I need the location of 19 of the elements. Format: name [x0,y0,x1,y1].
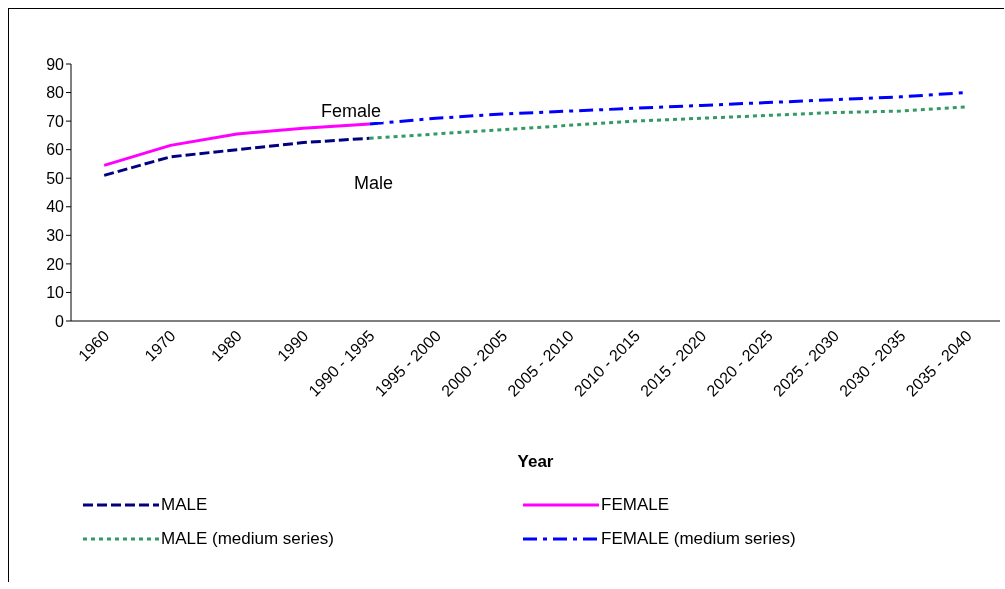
legend-label: MALE [161,495,208,515]
legend-label: FEMALE (medium series) [601,529,796,549]
y-tick-label: 20 [46,255,65,273]
y-tick-label: 80 [46,84,65,102]
y-tick-label: 30 [46,227,65,245]
annotation: Female [319,101,384,122]
line-series [102,136,372,177]
y-tick-label: 70 [46,112,65,130]
y-tick-label: 60 [46,141,65,159]
y-tick-label: 0 [55,312,65,330]
y-tick-label: 10 [46,284,65,302]
legend-label: MALE (medium series) [161,529,334,549]
legend-label: FEMALE [601,495,670,515]
y-tick-label: 90 [46,55,65,73]
annotation: Male [353,173,394,194]
line-series [102,122,372,167]
y-tick-label: 40 [46,198,65,216]
x-axis-title: Year [517,452,554,471]
y-tick-label: 50 [46,169,65,187]
